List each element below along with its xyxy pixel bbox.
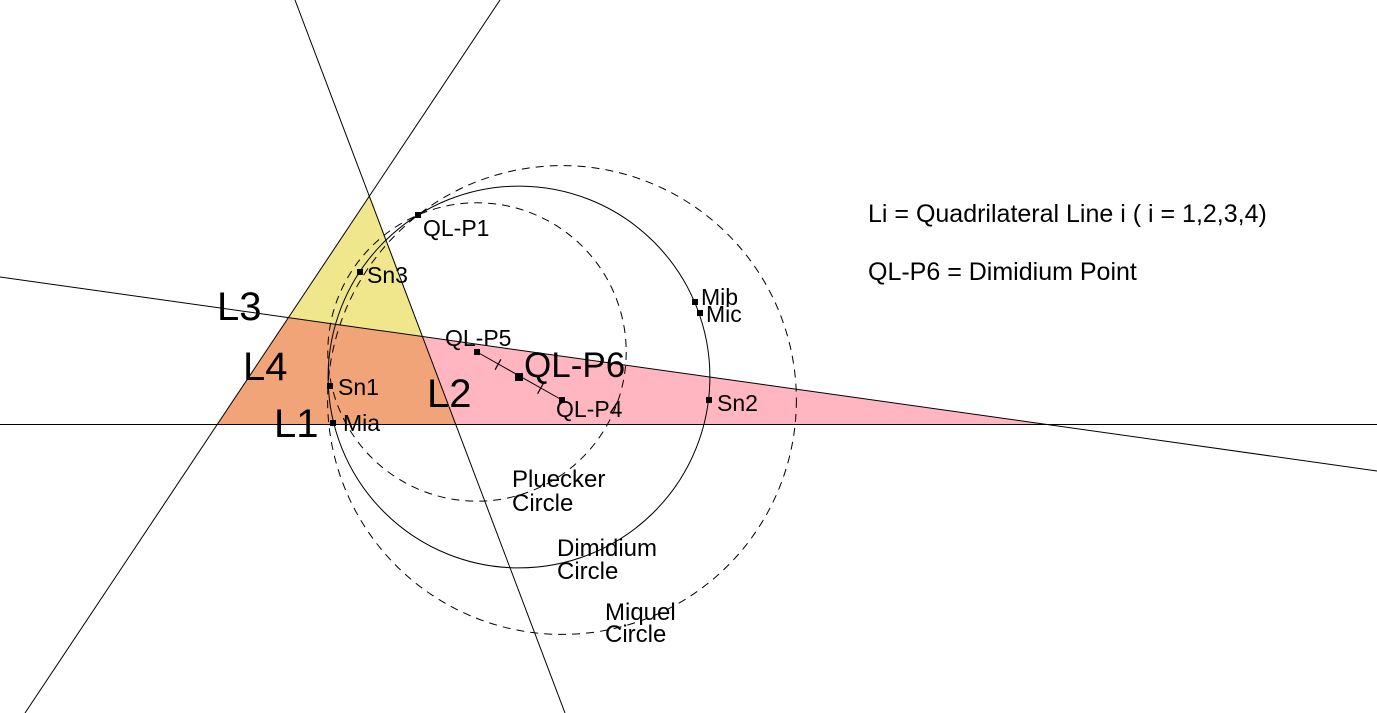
miquel-circle	[327, 165, 797, 635]
point-Sn1	[327, 383, 333, 389]
quadrilateral-line-L3	[0, 276, 1377, 472]
midpoint-tick-2	[537, 383, 544, 394]
line-label-L2: L2	[427, 372, 472, 416]
line-label-L1: L1	[274, 402, 319, 446]
point-Sn2	[706, 397, 712, 403]
quadrilateral-line-L2	[294, 0, 566, 713]
point-label-Sn1: Sn1	[338, 374, 379, 400]
point-Mib	[692, 299, 698, 305]
pluecker-circle-label-line1: Pluecker	[512, 466, 605, 493]
point-label-Mic: Mic	[706, 301, 742, 327]
miquel-circle-label-line2: Circle	[605, 621, 666, 648]
point-label-Mib: Mib	[701, 284, 738, 310]
region-orange-quadrilateral	[217, 318, 456, 425]
dimidium-circle-label-line1: Dimidium	[557, 535, 657, 562]
point-label-QL-P1: QL-P1	[423, 215, 489, 241]
midpoint-tick-1	[494, 359, 502, 370]
point-label-Sn3: Sn3	[367, 262, 408, 288]
legend-line-1: Li = Quadrilateral Line i ( i = 1,2,3,4)	[868, 200, 1267, 228]
miquel-circle-label-line1: Miquel	[605, 599, 676, 626]
dimidium-circle-label-line2: Circle	[557, 558, 618, 585]
line-label-L4: L4	[243, 345, 288, 389]
point-Mia	[330, 420, 336, 426]
point-label-QL-P5: QL-P5	[445, 325, 511, 351]
point-QL-P6	[515, 373, 523, 381]
point-QL-P1	[415, 212, 421, 218]
pluecker-circle-label-line2: Circle	[512, 490, 573, 517]
point-Sn3	[357, 269, 363, 275]
point-label-Sn2: Sn2	[717, 390, 758, 416]
legend-line-2: QL-P6 = Dimidium Point	[868, 258, 1137, 286]
point-label-Mia: Mia	[343, 410, 380, 436]
point-label-QL-P4: QL-P4	[556, 396, 623, 422]
quadrilateral-line-L4	[24, 0, 501, 713]
line-label-L3: L3	[217, 285, 262, 329]
pluecker-circle	[327, 202, 627, 502]
point-label-QL-P6: QL-P6	[524, 346, 625, 385]
point-QL-P5	[474, 349, 480, 355]
point-Mic	[697, 310, 703, 316]
point-QL-P4	[559, 397, 565, 403]
